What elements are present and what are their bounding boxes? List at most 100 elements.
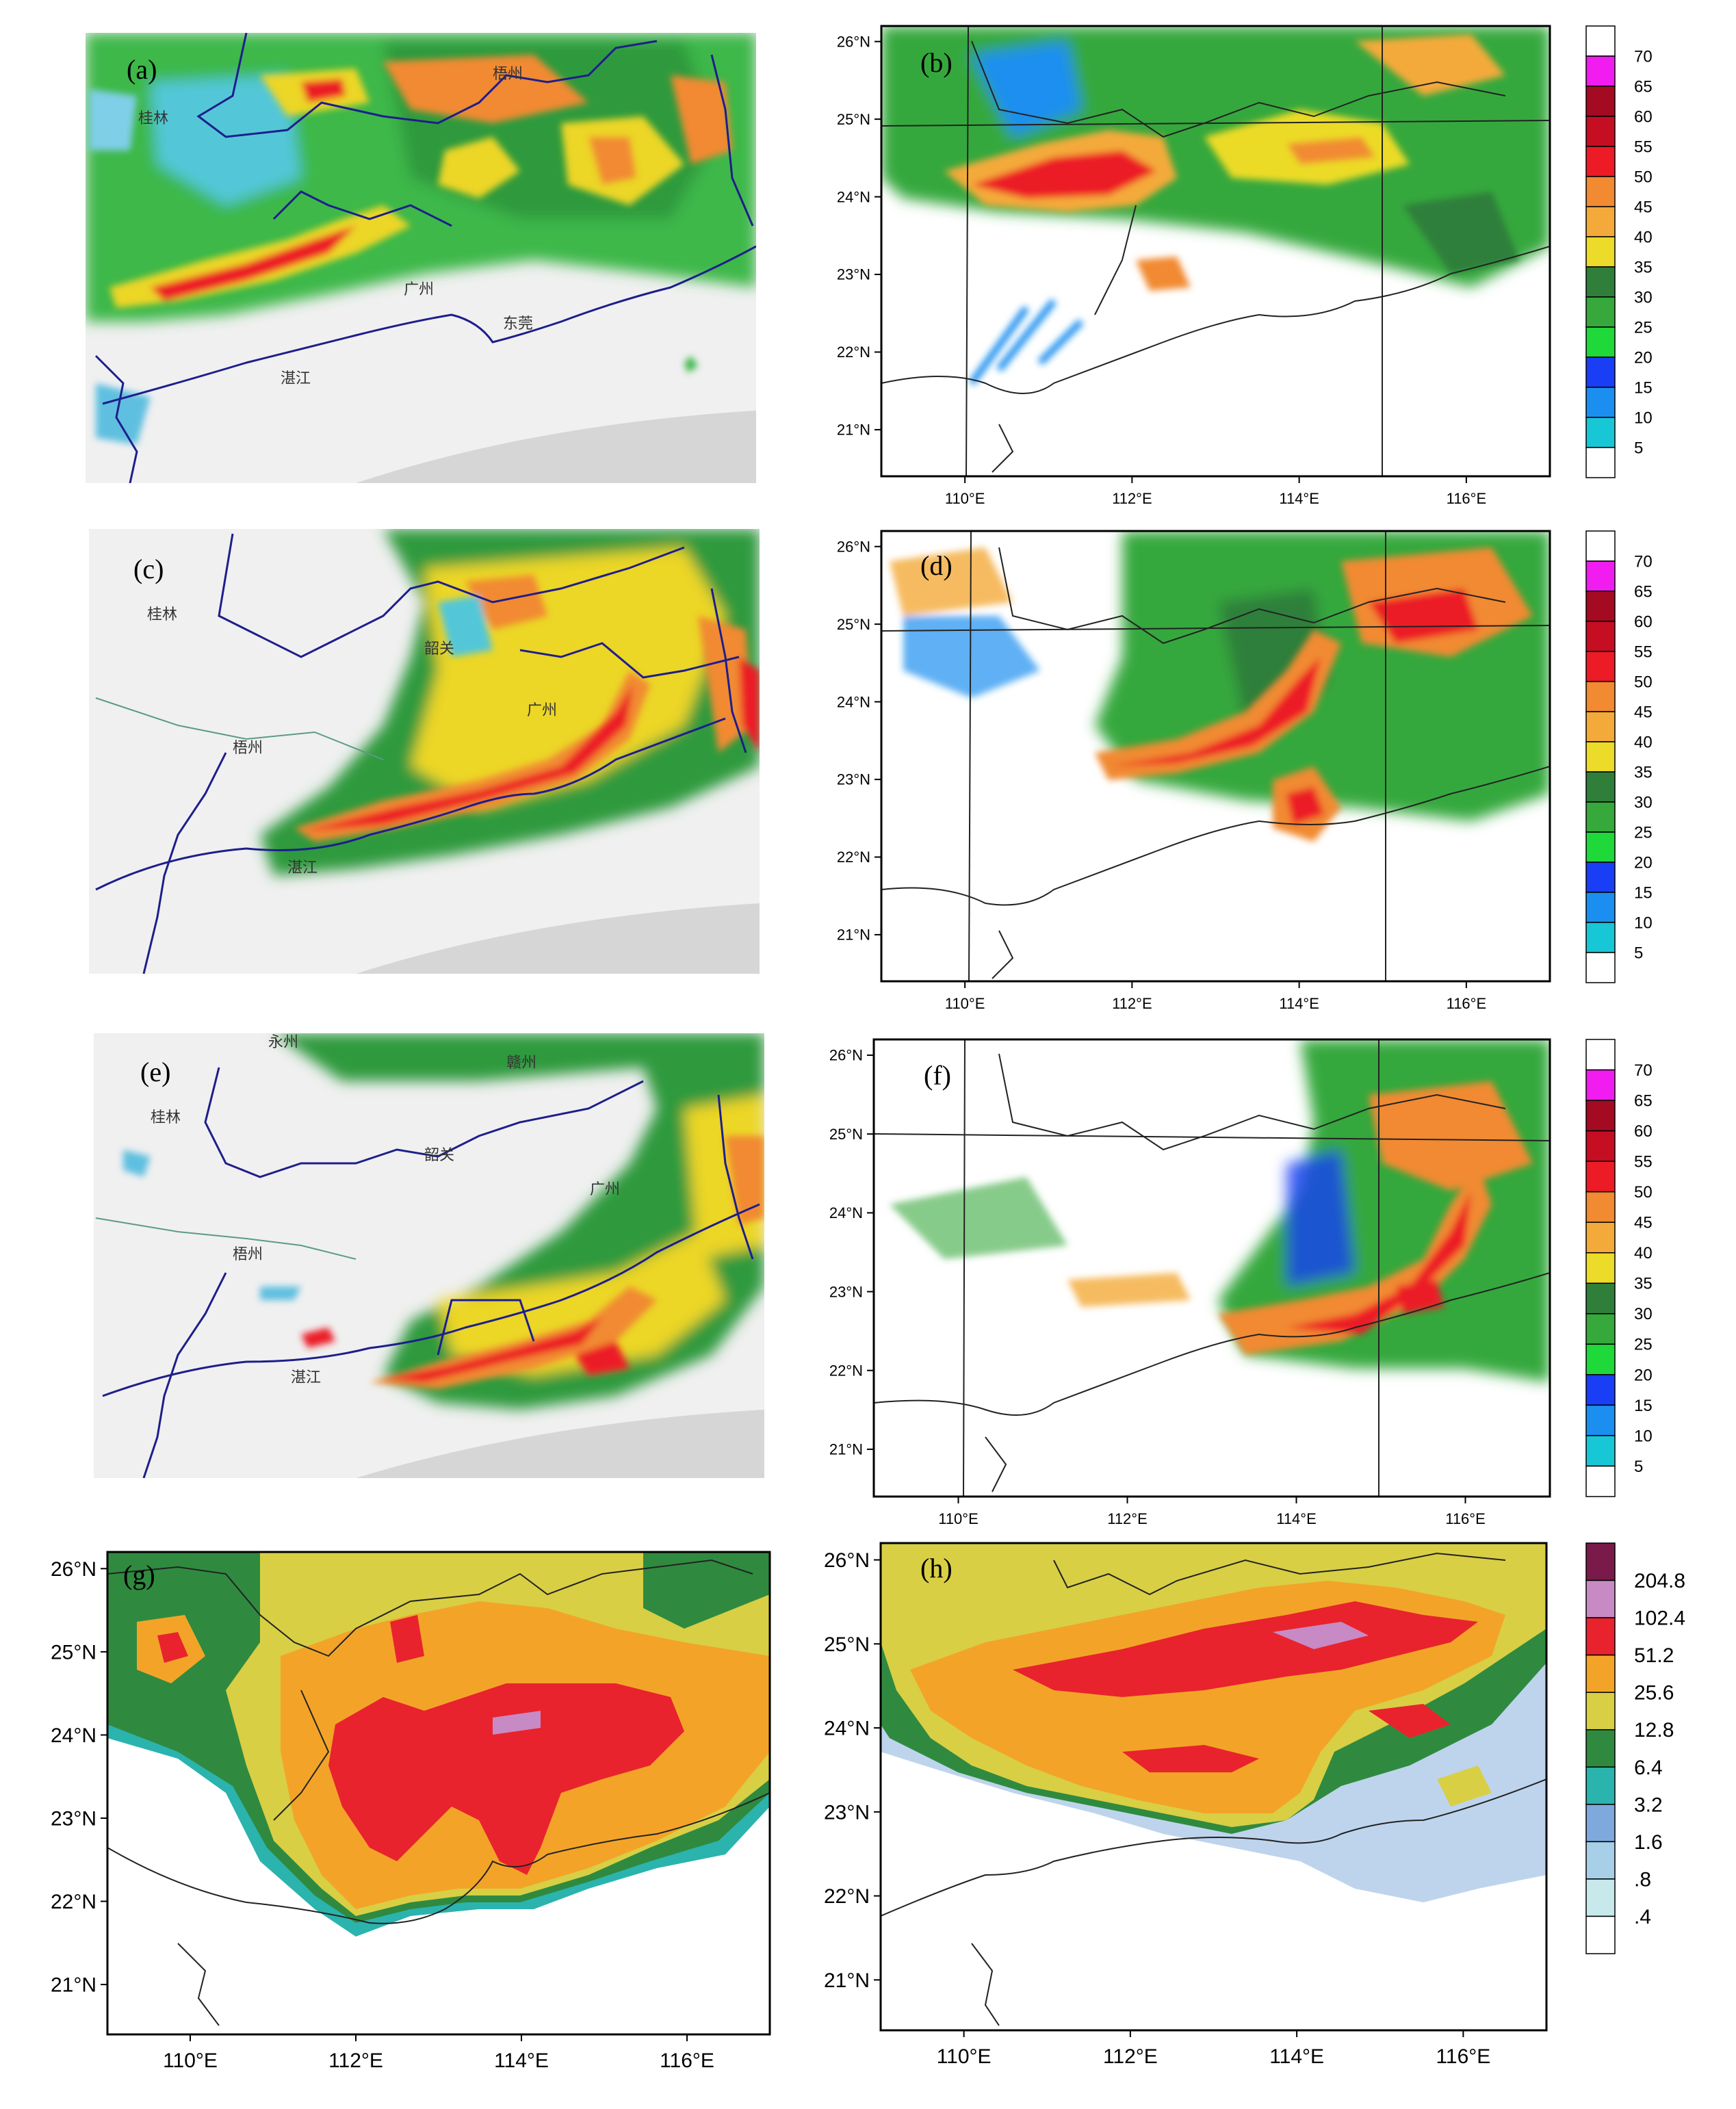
colorbar-label: 15	[1634, 378, 1653, 397]
lon-tick-label: 116°E	[1445, 1510, 1486, 1527]
colorbar-swatch	[1585, 952, 1616, 983]
colorbar-label: 25	[1634, 823, 1653, 842]
lat-tick-label: 24°N	[51, 1724, 96, 1747]
colorbar-swatch	[1585, 1435, 1616, 1467]
lon-tick-label: 114°E	[1276, 1510, 1317, 1527]
panel-e-city-label: 永州	[268, 1033, 298, 1050]
colorbar-swatch	[1585, 560, 1616, 592]
dbz-colorbar-d: 70 65 60 55 50 45 40 35 30 25 20 15 10 5	[1585, 530, 1653, 983]
colorbar-swatch	[1585, 681, 1616, 712]
lon-tick-label: 110°E	[945, 490, 985, 507]
colorbar-swatch	[1585, 1804, 1616, 1843]
lon-tick-label: 112°E	[1107, 1510, 1148, 1527]
colorbar-swatch	[1585, 1100, 1616, 1132]
colorbar-label: 25	[1634, 1336, 1653, 1354]
lat-tick-label: 22°N	[824, 1885, 870, 1908]
lat-tick-label: 25°N	[837, 111, 870, 128]
colorbar-label: 40	[1634, 228, 1653, 246]
colorbar-label: 5	[1634, 1458, 1643, 1476]
colorbar-label: 50	[1634, 673, 1653, 691]
panel-a-city-label: 梧州	[493, 65, 523, 82]
colorbar-swatch	[1585, 1579, 1616, 1618]
panel-c-city-label: 湛江	[287, 859, 318, 876]
colorbar-label: 15	[1634, 883, 1653, 902]
lat-tick-label: 24°N	[837, 188, 870, 205]
colorbar-swatch	[1585, 922, 1616, 953]
lat-tick-label: 25°N	[829, 1126, 863, 1143]
panel-h-tag: (h)	[920, 1553, 953, 1583]
panel-g-axes: 21°N 22°N 23°N 24°N 25°N 26°N 110°E 112°E 114°E 1…	[51, 1558, 714, 2072]
colorbar-swatch	[1585, 711, 1616, 742]
lon-tick-label: 110°E	[945, 995, 985, 1012]
panel-b-axes: 21°N 22°N 23°N 24°N 25°N 26°N 110°E 112°E 114°E 1…	[837, 33, 1486, 507]
colorbar-swatch	[1585, 447, 1616, 478]
panel-g-tag: (g)	[123, 1560, 155, 1590]
panel-a-tag: (a)	[127, 54, 157, 85]
colorbar-label: 3.2	[1634, 1794, 1663, 1816]
colorbar-label: 55	[1634, 138, 1653, 156]
colorbar-swatch	[1585, 741, 1616, 773]
lat-tick-label: 21°N	[824, 1969, 870, 1992]
panel-a-echo-field	[86, 33, 756, 483]
lat-tick-label: 21°N	[829, 1441, 863, 1458]
panel-e: (e) 永州 桂林 赣州 韶关 梧州 广州 湛江	[94, 1033, 764, 1478]
colorbar-swatch	[1585, 86, 1616, 117]
dbz-colorbar-f: 70 65 60 55 50 45 40 35 30 25 20 15 10 5	[1585, 1039, 1653, 1497]
colorbar-label: 1.6	[1634, 1831, 1663, 1854]
colorbar-swatch	[1585, 831, 1616, 863]
colorbar-label: 45	[1634, 198, 1653, 216]
colorbar-label: 5	[1634, 944, 1643, 962]
colorbar-swatch	[1585, 1841, 1616, 1880]
lon-tick-label: 116°E	[660, 2049, 714, 2072]
lat-tick-label: 23°N	[824, 1801, 870, 1824]
colorbar-label: 10	[1634, 1427, 1653, 1445]
colorbar-label: 35	[1634, 763, 1653, 781]
panel-c-city-label: 桂林	[147, 606, 177, 623]
lat-tick-label: 22°N	[829, 1362, 863, 1379]
colorbar-swatch	[1585, 146, 1616, 177]
colorbar-swatch	[1585, 236, 1616, 268]
lon-tick-label: 114°E	[1269, 2045, 1324, 2068]
lat-tick-label: 25°N	[837, 616, 870, 633]
lon-tick-label: 112°E	[1112, 995, 1152, 1012]
colorbar-label: 40	[1634, 1244, 1653, 1263]
panel-d-axes: 21°N 22°N 23°N 24°N 25°N 26°N 110°E 112°E 114°E 1…	[837, 538, 1486, 1012]
colorbar-label: 204.8	[1634, 1570, 1685, 1592]
colorbar-label: 25	[1634, 318, 1653, 337]
colorbar-label: .8	[1634, 1868, 1651, 1891]
colorbar-label: 30	[1634, 793, 1653, 812]
axes-layer: 21°N 22°N 23°N 24°N 25°N 26°N 110°E 112°E 114°E 1…	[51, 33, 1490, 2072]
panel-b-tag: (b)	[920, 47, 953, 78]
panel-a: (a) 桂林 梧州 广州 东莞 湛江	[86, 33, 756, 483]
panel-d-tag: (d)	[920, 550, 953, 581]
panel-g: (g)	[106, 1551, 771, 2036]
panel-h: (h)	[879, 1542, 1548, 2032]
colorbar-label: 45	[1634, 703, 1653, 721]
colorbar-swatch	[1585, 326, 1616, 358]
colorbar-swatch	[1585, 1130, 1616, 1162]
panel-c-city-label: 梧州	[233, 739, 263, 756]
panel-e-city-label: 赣州	[506, 1054, 536, 1071]
colorbar-swatch	[1585, 296, 1616, 328]
panel-e-city-label: 梧州	[233, 1245, 263, 1263]
colorbar-label: 70	[1634, 552, 1653, 571]
panel-e-city-label: 桂林	[151, 1109, 181, 1126]
colorbar-swatch	[1585, 862, 1616, 893]
panel-a-city-label: 桂林	[138, 109, 168, 127]
colorbar-label: 30	[1634, 288, 1653, 307]
lon-tick-label: 116°E	[1447, 490, 1487, 507]
lat-tick-label: 21°N	[51, 1974, 96, 1997]
lon-tick-label: 114°E	[494, 2049, 549, 2072]
colorbar-swatch	[1585, 25, 1616, 57]
colorbar-swatch	[1585, 651, 1616, 682]
colorbar-label: 65	[1634, 1091, 1653, 1110]
colorbar-swatch	[1585, 621, 1616, 652]
colorbar-label: 35	[1634, 258, 1653, 276]
colorbar-label: 45	[1634, 1214, 1653, 1232]
colorbar-label: 55	[1634, 643, 1653, 661]
colorbar-label: 35	[1634, 1275, 1653, 1293]
colorbar-label: 70	[1634, 47, 1653, 66]
colorbar-swatch	[1585, 1729, 1616, 1768]
panel-e-city-label: 广州	[590, 1180, 620, 1198]
colorbar-label: 25.6	[1634, 1682, 1674, 1705]
